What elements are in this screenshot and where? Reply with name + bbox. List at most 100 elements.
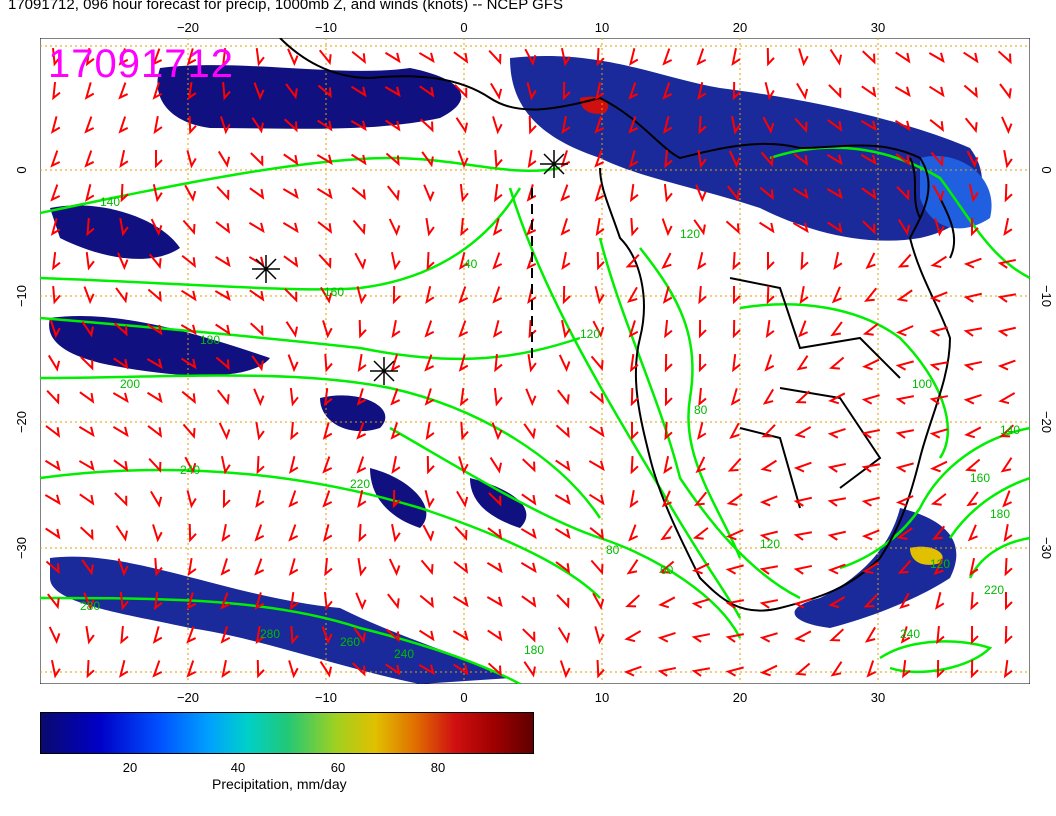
wind-barb [419,629,435,642]
wind-barb [249,187,265,200]
wind-barb [698,387,707,407]
contour-label: 140 [1000,423,1020,437]
x-tick-bottom: 30 [871,690,885,705]
wind-barb [119,591,129,611]
wind-barb [662,82,673,100]
wind-barb [351,186,366,201]
wind-barb [861,187,877,200]
wind-barb [146,391,163,404]
wind-barb [759,565,779,575]
wind-barb [248,256,265,268]
wind-barb [154,149,163,169]
contour-label: 120 [760,537,780,551]
wind-barb [215,323,231,336]
wind-barb [85,251,95,271]
wind-barb [256,455,265,475]
wind-barb [899,592,910,609]
wind-barb [731,115,741,135]
wind-barb [426,455,435,475]
wind-barb [794,630,812,643]
wind-barb [494,149,503,169]
wind-barb [458,456,469,475]
wind-barb [180,324,197,336]
wind-barb [625,594,641,608]
wind-barb [44,494,61,506]
wind-barb [390,252,401,271]
wind-barb [388,218,401,237]
x-tick-bottom: −20 [177,690,199,705]
wind-barb [559,660,571,679]
wind-barb [1005,592,1013,611]
wind-barb [657,666,676,677]
wind-barb [352,662,366,677]
wind-barb [350,120,367,132]
wind-barb [81,321,94,338]
wind-barb [997,326,1016,337]
wind-barb [663,456,673,475]
wind-barb [222,489,231,509]
wind-barb [730,388,741,406]
wind-barb [118,116,129,134]
wind-barb [861,85,877,98]
wind-barb [626,559,639,575]
wind-barb [594,150,605,168]
wind-barb [628,82,639,100]
wind-barb [221,523,231,543]
wind-barb [970,591,979,611]
contour-label: 240 [900,627,920,641]
wind-barb [595,82,605,100]
wind-barb [895,325,914,337]
wind-barb [188,523,197,543]
wind-barb [865,252,876,270]
wind-barb [290,421,299,441]
wind-barb [118,660,129,678]
wind-barb [527,149,537,169]
wind-barb [48,626,61,645]
wind-barb [351,85,367,98]
wind-barb [186,490,197,509]
wind-barb [697,252,707,270]
wind-barb [762,116,775,134]
wind-barb [351,153,367,166]
wind-barb [629,183,639,203]
wind-barb [693,219,706,236]
wind-barb [793,531,813,541]
wind-barb [460,421,469,441]
wind-barb [1003,659,1013,679]
wind-barb [256,659,265,679]
wind-barb [588,460,605,472]
wind-barb [488,492,502,507]
wind-barb [861,429,881,439]
wind-barb [861,529,880,541]
wind-barb [727,457,742,472]
wind-barb [561,319,571,339]
wind-barb [664,149,673,169]
wind-barb [184,456,197,474]
wind-barb [698,115,707,135]
wind-barb [830,661,843,677]
wind-barb [630,387,639,407]
wind-barb [896,289,913,302]
wind-barb [929,395,949,405]
wind-barb [728,150,741,169]
wind-barb [930,151,944,167]
contour-label: 240 [180,463,200,477]
colorbar-tick: 20 [122,760,138,775]
wind-barb [861,496,880,507]
wind-barb [696,48,707,66]
wind-barb [487,629,503,642]
wind-barb [323,387,333,407]
wind-barb [594,286,605,305]
wind-barb [250,152,264,167]
wind-barb [316,154,333,166]
contour-label: 200 [120,377,140,391]
wind-barb [662,48,673,66]
wind-barb [793,461,812,473]
wind-barb [697,149,707,169]
wind-barb [84,150,95,168]
wind-barb [900,626,911,644]
wind-barb [930,255,947,269]
wind-barb [557,626,571,644]
wind-barb [764,82,775,101]
wind-barb [762,388,774,405]
